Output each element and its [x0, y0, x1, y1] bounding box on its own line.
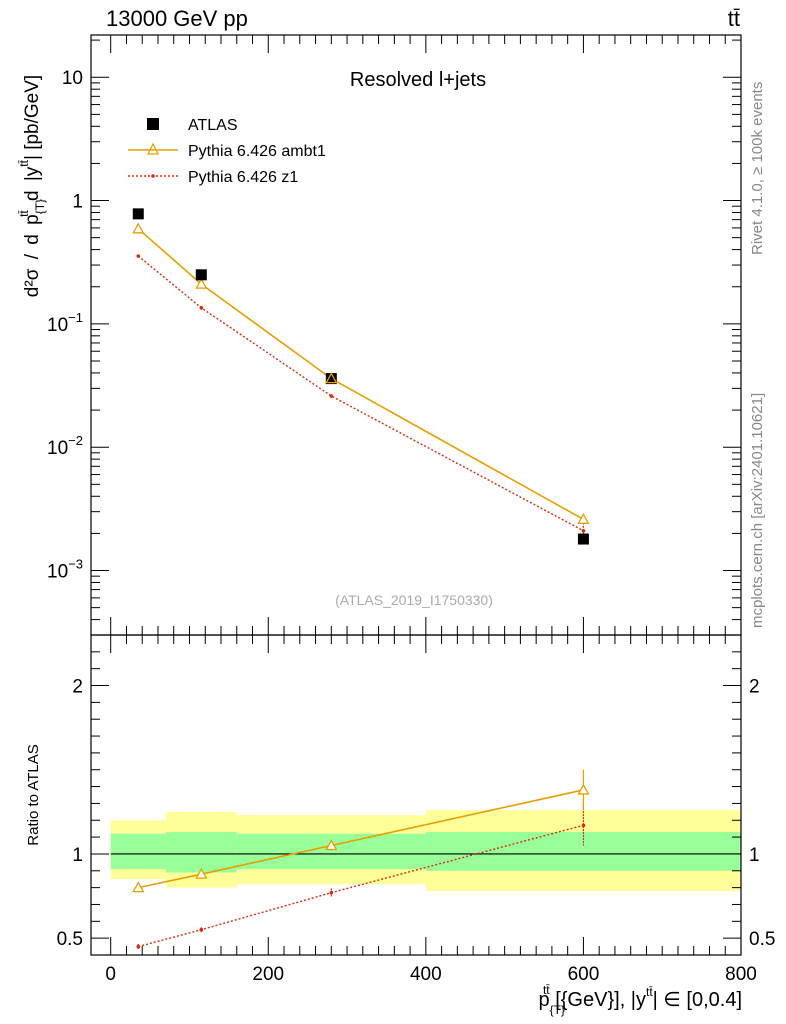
rivet-version-text: Rivet 4.1.0, ≥ 100k events [749, 82, 766, 255]
z1-series-line [137, 255, 584, 532]
atlas-point [325, 373, 337, 385]
ratio-x-tick-label: 0 [105, 964, 116, 985]
xlabel-tail: | ∈ [0,0.4] [653, 989, 742, 1011]
atlas-point [195, 269, 207, 281]
tick-exponent: −3 [68, 557, 83, 572]
ratio-z1-line [138, 824, 584, 948]
ratio-y-tick-label-right: 2 [749, 677, 760, 698]
ylabel-sub: {T} [33, 199, 47, 214]
ratio-band-inner [110, 833, 166, 870]
ratio-ambt1-point [132, 881, 145, 893]
ratio-x-tick-label: 200 [252, 964, 284, 985]
ylabel-d: d [22, 234, 43, 245]
xlabel-sub: {T} [550, 1003, 565, 1017]
ratio-x-tick-label: 400 [410, 964, 442, 985]
ylabel-absy: |y [22, 166, 43, 181]
ratio-y-tick-label-right: 1 [749, 845, 760, 866]
z1-point [329, 394, 334, 398]
main-y-tick-label: 10−1 [47, 310, 83, 336]
main-y-tick-label: 10−3 [47, 557, 83, 583]
ambt1-point [195, 277, 208, 289]
z1-point [199, 305, 204, 310]
main-y-tick-label: 10 [62, 68, 83, 89]
main-y-tick-label: 1 [72, 192, 83, 213]
ratio-panel-frame [90, 634, 742, 956]
ratio-band-inner [425, 832, 741, 871]
ylabel-sup: tt̄ [17, 210, 31, 217]
ratio-y-tick-label-right: 0.5 [749, 929, 775, 950]
ratio-y-label: Ratio to ATLAS [25, 744, 42, 845]
tick-base: 10 [47, 315, 68, 336]
ratio-ambt1-point [195, 867, 208, 879]
process-label: tt̄ [728, 6, 740, 31]
energy-label: 13000 GeV pp [106, 6, 248, 31]
ratio-axes: 0.5 0.5 1 1 2 2 0 200 400 600 800 [57, 635, 775, 985]
z1-point [136, 254, 141, 258]
ambt1-series-line [137, 228, 584, 521]
ratio-band-inner [165, 832, 237, 873]
legend-atlas-marker [147, 118, 159, 130]
xlabel-rest: [{GeV}], |y [550, 989, 646, 1011]
ylabel-rest-d: d [22, 190, 43, 201]
ratio-z1-point [199, 927, 204, 932]
x-axis-label: p{T}tt̄ [{GeV}], |ytt̄| ∈ [0,0.4] [538, 983, 742, 1017]
ratio-ambt1-point [325, 839, 338, 851]
ylabel-p: p [22, 214, 43, 225]
legend: ATLAS Pythia 6.426 ambt1 Pythia 6.426 z1 [128, 117, 326, 186]
legend-ambt1-label: Pythia 6.426 ambt1 [188, 143, 326, 160]
tick-exponent: −2 [68, 433, 83, 448]
ratio-y-tick-label: 1 [72, 845, 83, 866]
tick-exponent: −1 [68, 310, 83, 325]
ratio-z1-point [581, 823, 586, 828]
ambt1-point [577, 513, 590, 524]
ratio-z1-point [136, 944, 141, 949]
watermark: (ATLAS_2019_I1750330) [335, 592, 493, 608]
ratio-x-tick-label: 600 [568, 964, 600, 985]
ratio-uncertainty-bands [110, 810, 741, 891]
ratio-panel [132, 769, 590, 950]
main-title: Resolved l+jets [350, 69, 486, 91]
ylabel-unit: | [pb/GeV] [22, 75, 43, 160]
xlabel-sup2: tt̄ [646, 985, 653, 999]
ylabel-sup2: tt̄ [17, 159, 31, 166]
z1-point [581, 528, 586, 533]
ratio-ambt1-line [138, 789, 584, 889]
legend-ambt1-marker [146, 142, 160, 155]
tick-base: 10 [47, 562, 68, 583]
mcplots-text: mcplots.cern.ch [arXiv:2401.10621] [749, 393, 766, 628]
legend-z1-label: Pythia 6.426 z1 [188, 169, 298, 186]
ratio-y-tick-label: 0.5 [57, 929, 83, 950]
tick-base: 10 [47, 438, 68, 459]
ratio-x-tick-label: 800 [725, 964, 757, 985]
xlabel-p: p [538, 989, 549, 1011]
legend-atlas-label: ATLAS [188, 117, 238, 134]
ratio-z1-point [329, 890, 334, 895]
main-y-tick-label: 10−2 [47, 433, 83, 459]
ambt1-point-overlay [325, 372, 338, 384]
legend-z1-marker [151, 174, 155, 178]
atlas-point [132, 208, 144, 220]
main-y-label: d²σ / d p{T}tt̄ d |ytt̄| [pb/GeV] [12, 75, 47, 297]
ratio-y-tick-label: 2 [72, 677, 83, 698]
ratio-ambt1-point [577, 783, 590, 795]
main-panel [132, 208, 590, 545]
ambt1-point [132, 222, 145, 234]
ylabel-slash: / [22, 253, 43, 259]
ylabel-d2sigma: d²σ [22, 268, 43, 297]
ratio-band-inner [236, 833, 426, 870]
xlabel-sup: tt̄ [543, 983, 550, 997]
atlas-point [577, 533, 589, 545]
